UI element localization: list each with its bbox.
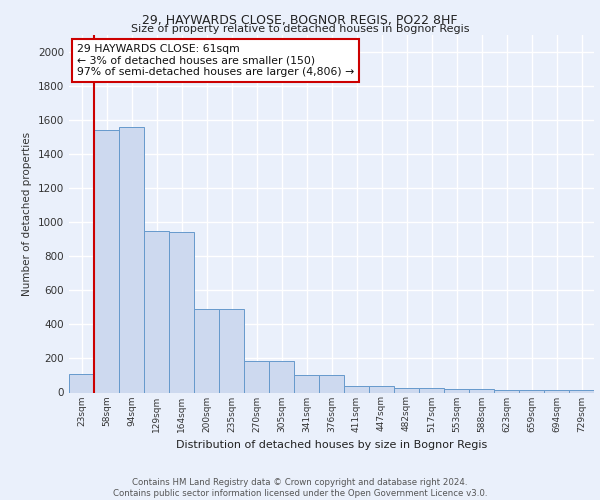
Bar — [394, 388, 419, 392]
Bar — [444, 389, 469, 392]
Bar — [94, 130, 119, 392]
Bar — [569, 390, 594, 392]
Bar — [269, 361, 294, 392]
Y-axis label: Number of detached properties: Number of detached properties — [22, 132, 32, 296]
Text: Size of property relative to detached houses in Bognor Regis: Size of property relative to detached ho… — [131, 24, 469, 34]
Bar — [319, 376, 344, 392]
Bar — [194, 309, 219, 392]
Bar — [494, 390, 519, 392]
Bar — [119, 127, 144, 392]
Bar — [469, 389, 494, 392]
Bar — [294, 376, 319, 392]
Text: Contains HM Land Registry data © Crown copyright and database right 2024.
Contai: Contains HM Land Registry data © Crown c… — [113, 478, 487, 498]
Text: 29, HAYWARDS CLOSE, BOGNOR REGIS, PO22 8HF: 29, HAYWARDS CLOSE, BOGNOR REGIS, PO22 8… — [142, 14, 458, 27]
Bar — [144, 231, 169, 392]
Bar — [519, 390, 544, 392]
Bar — [244, 361, 269, 392]
Bar — [69, 374, 94, 392]
Bar — [419, 388, 444, 392]
Bar — [369, 386, 394, 392]
Bar — [219, 309, 244, 392]
Bar — [544, 390, 569, 392]
Bar — [344, 386, 369, 392]
Bar — [169, 232, 194, 392]
Text: 29 HAYWARDS CLOSE: 61sqm
← 3% of detached houses are smaller (150)
97% of semi-d: 29 HAYWARDS CLOSE: 61sqm ← 3% of detache… — [77, 44, 354, 77]
X-axis label: Distribution of detached houses by size in Bognor Regis: Distribution of detached houses by size … — [176, 440, 487, 450]
